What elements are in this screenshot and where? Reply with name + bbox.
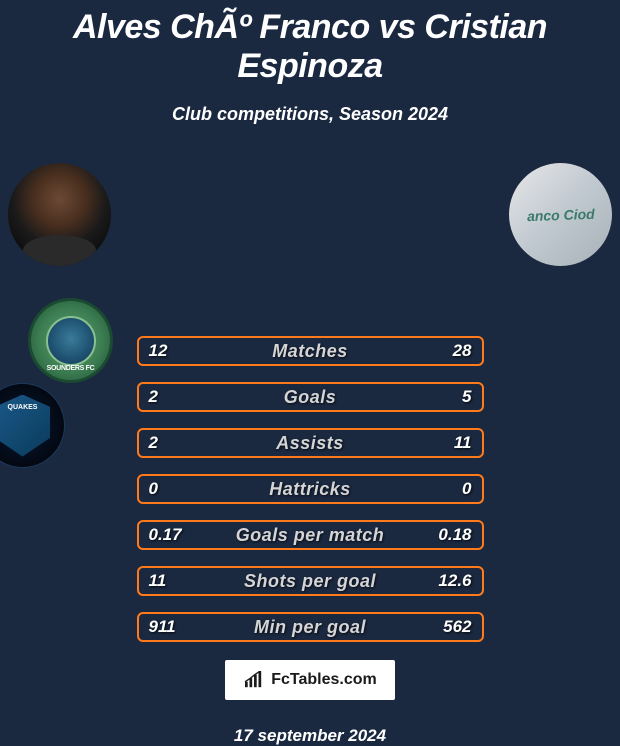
avatar-placeholder: anco Ciod <box>509 163 612 266</box>
stat-row: 911 Min per goal 562 <box>137 612 484 642</box>
stat-left-value: 2 <box>149 387 158 407</box>
stat-label: Hattricks <box>269 479 351 500</box>
stat-label: Goals <box>284 387 337 408</box>
badge-text: FcTables.com <box>271 671 377 689</box>
stat-left-value: 11 <box>149 571 167 591</box>
chart-icon <box>243 671 265 689</box>
team2-label: QUAKES <box>8 404 38 411</box>
stat-row: 0 Hattricks 0 <box>137 474 484 504</box>
stat-right-value: 5 <box>462 387 471 407</box>
avatar-placeholder <box>8 163 111 266</box>
logo-inner <box>46 316 96 366</box>
team2-logo: QUAKES <box>0 383 65 468</box>
stat-row: 2 Assists 11 <box>137 428 484 458</box>
stat-right-value: 12.6 <box>438 571 471 591</box>
source-badge: FcTables.com <box>225 660 395 700</box>
stat-left-value: 2 <box>149 433 158 453</box>
stat-right-value: 0.18 <box>438 525 471 545</box>
team1-logo: SOUNDERS FC <box>28 298 113 383</box>
subtitle: Club competitions, Season 2024 <box>0 104 620 125</box>
stats-table: 12 Matches 28 2 Goals 5 2 Assists 11 0 H… <box>137 333 484 642</box>
date-label: 17 september 2024 <box>0 726 620 746</box>
stat-left-value: 0.17 <box>149 525 182 545</box>
stat-label: Assists <box>276 433 344 454</box>
comparison-content: anco Ciod SOUNDERS FC QUAKES 12 Matches … <box>0 163 620 746</box>
stat-label: Shots per goal <box>244 571 376 592</box>
page-title: Alves ChÃº Franco vs Cristian Espinoza <box>0 0 620 86</box>
stat-right-value: 562 <box>443 617 471 637</box>
stat-left-value: 911 <box>149 617 176 637</box>
stat-right-value: 0 <box>462 479 471 499</box>
shirt-text: anco Ciod <box>526 205 594 223</box>
stat-label: Min per goal <box>254 617 366 638</box>
stat-label: Matches <box>272 341 348 362</box>
stat-label: Goals per match <box>236 525 385 546</box>
stat-row: 12 Matches 28 <box>137 336 484 366</box>
player1-photo <box>8 163 111 266</box>
stat-right-value: 11 <box>454 433 472 453</box>
player2-photo: anco Ciod <box>509 163 612 266</box>
stat-row: 0.17 Goals per match 0.18 <box>137 520 484 550</box>
team1-label: SOUNDERS FC <box>47 365 95 372</box>
stat-left-value: 0 <box>149 479 158 499</box>
stat-right-value: 28 <box>453 341 472 361</box>
stat-row: 2 Goals 5 <box>137 382 484 412</box>
stat-left-value: 12 <box>149 341 168 361</box>
stat-row: 11 Shots per goal 12.6 <box>137 566 484 596</box>
